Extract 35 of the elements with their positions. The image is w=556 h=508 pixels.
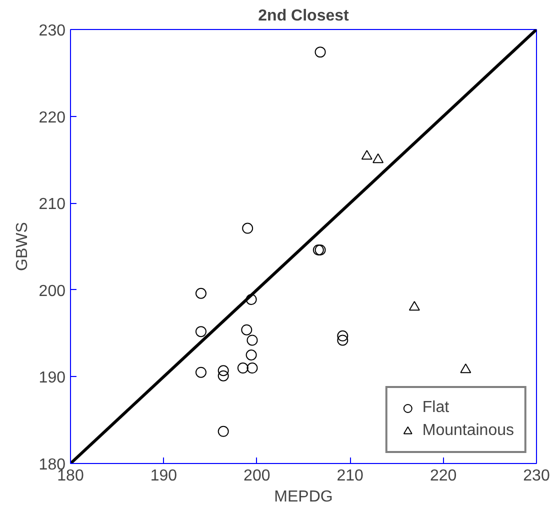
point: [314, 46, 326, 58]
point: [337, 330, 348, 342]
x-tick-label: 210: [336, 468, 364, 484]
point: [337, 334, 348, 346]
point: [218, 370, 229, 382]
point: [237, 362, 248, 374]
point: [246, 362, 258, 374]
legend-label: Flat: [422, 399, 450, 417]
point: [246, 294, 257, 305]
point: [195, 326, 206, 338]
x-tick-label: 190: [150, 468, 178, 484]
point: [246, 350, 257, 360]
point: [361, 150, 372, 160]
point: [246, 334, 258, 346]
y-axis-title: GBWS: [14, 222, 31, 271]
y-tick-label: 190: [38, 370, 66, 387]
point: [218, 365, 229, 376]
y-tick-label: 220: [38, 109, 66, 126]
y-tick-label: 230: [38, 22, 66, 40]
x-tick-label: 230: [523, 468, 550, 484]
y-tick-label: 200: [38, 282, 66, 300]
x-tick-label: 220: [430, 468, 457, 484]
x-axis-title: MEPDG: [274, 488, 333, 506]
chart-title: 2nd Closest: [258, 8, 350, 24]
point: [372, 153, 384, 164]
point: [408, 300, 420, 311]
legend-label: Mountainous: [422, 422, 514, 440]
point: [241, 324, 252, 336]
point: [195, 366, 206, 378]
point: [242, 222, 254, 234]
point: [195, 288, 206, 299]
x-tick-label: 200: [244, 468, 270, 484]
y-tick-label: 210: [38, 196, 66, 214]
point: [218, 426, 229, 437]
point: [460, 363, 472, 374]
